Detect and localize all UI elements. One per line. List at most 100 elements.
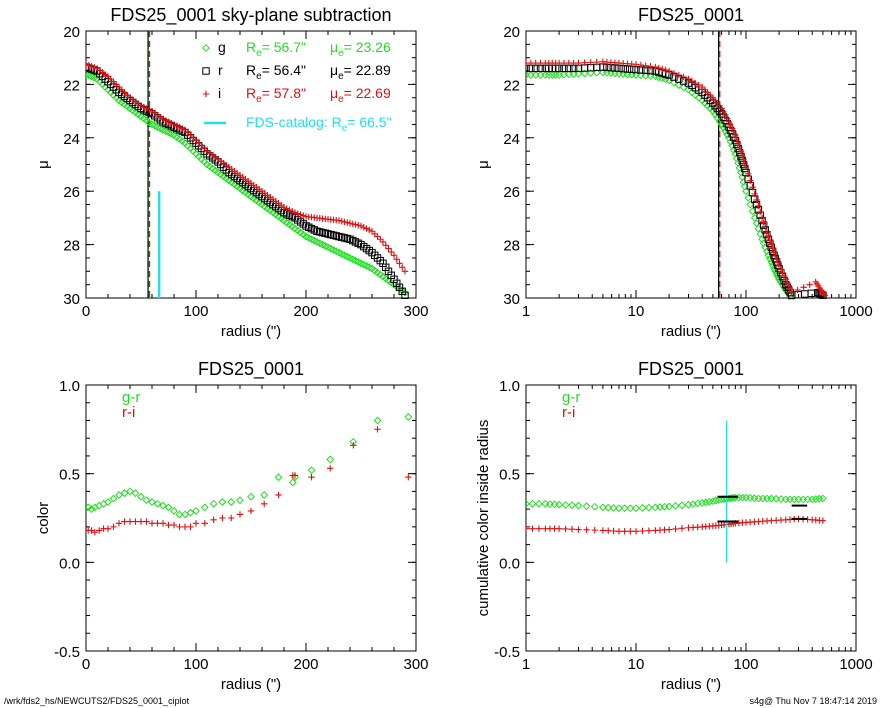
data-point <box>784 279 791 286</box>
legend-g-r: g-r <box>122 389 140 406</box>
plot-frame <box>85 384 417 652</box>
data-point <box>680 73 687 81</box>
data-point <box>286 206 293 214</box>
y-axis-label: color <box>35 502 52 535</box>
x-tick-label: 10 <box>628 656 645 673</box>
data-point <box>665 67 673 75</box>
data-point <box>401 288 409 297</box>
data-point <box>176 123 183 131</box>
data-point <box>739 151 746 159</box>
data-point <box>800 284 807 291</box>
data-point <box>126 487 134 496</box>
data-point <box>765 233 772 240</box>
data-point <box>741 159 748 167</box>
panel-4: FDS25_0001 -0.5 0.0 0.5 1.0 1 10 100 1000 radius … <box>475 359 873 693</box>
legend-r-i: r-i <box>122 404 135 421</box>
data-point <box>529 525 536 532</box>
x-tick-label: 0 <box>82 656 90 673</box>
y-tick-label: 26 <box>503 184 520 201</box>
legend-catalog-value: = 66.5" <box>347 114 391 130</box>
series-r-i <box>526 515 827 535</box>
data-point <box>799 495 807 504</box>
data-point <box>352 221 359 228</box>
data-point <box>727 121 734 129</box>
data-point <box>280 204 288 211</box>
data-point <box>288 478 297 487</box>
data-point <box>159 115 167 123</box>
data-point <box>228 514 235 522</box>
data-point <box>261 500 268 508</box>
data-point <box>583 526 590 534</box>
data-point <box>555 525 563 532</box>
data-point <box>137 102 145 109</box>
data-point <box>758 214 766 222</box>
data-point <box>698 499 707 507</box>
data-point <box>647 63 654 70</box>
legend-re-sub: e <box>256 94 262 105</box>
legend-mu: μe= 22.89 <box>330 62 391 82</box>
series-r <box>526 63 827 300</box>
data-point <box>170 521 178 529</box>
data-point <box>88 527 95 534</box>
y-tick-label: 24 <box>503 131 520 148</box>
data-point <box>574 69 583 78</box>
data-point <box>582 502 591 511</box>
data-point <box>382 242 389 249</box>
data-point <box>782 276 789 283</box>
data-point <box>580 69 589 78</box>
data-point <box>526 525 530 532</box>
y-tick-label: 20 <box>63 24 80 41</box>
data-point <box>526 64 530 73</box>
data-point <box>627 528 634 535</box>
data-point <box>794 286 801 294</box>
data-point <box>181 523 189 531</box>
data-point <box>404 413 413 421</box>
data-point <box>808 495 817 504</box>
data-point <box>773 256 780 263</box>
data-point <box>236 511 244 518</box>
data-point <box>740 155 747 163</box>
data-point <box>574 501 583 510</box>
data-point <box>209 499 218 508</box>
data-point <box>728 141 737 150</box>
y-tick-label: 24 <box>63 131 80 148</box>
data-point <box>355 222 362 229</box>
data-point <box>815 494 824 503</box>
data-point <box>609 504 618 512</box>
data-point <box>777 266 784 273</box>
data-point <box>769 245 776 252</box>
data-point <box>671 501 680 510</box>
panel-2: FDS25_0001 20 22 24 26 28 301 10 100 1000 radius (… <box>475 5 873 340</box>
data-point <box>737 147 745 155</box>
data-point <box>767 494 776 503</box>
x-tick-label: 1 <box>522 656 530 673</box>
data-point <box>632 61 640 68</box>
data-point <box>373 416 382 425</box>
data-point <box>401 291 409 300</box>
legend-mu-sub: e <box>338 48 344 59</box>
data-point <box>143 518 150 525</box>
data-point <box>678 525 686 532</box>
data-point <box>154 520 161 527</box>
data-point <box>401 268 409 275</box>
data-point <box>86 503 93 512</box>
data-point <box>187 523 194 531</box>
data-point <box>626 504 635 513</box>
legend-re: Re= 56.7" <box>246 39 306 59</box>
data-point <box>236 496 244 505</box>
data-point <box>730 128 737 135</box>
series-i <box>86 61 409 275</box>
data-point <box>283 205 290 212</box>
data-point <box>535 525 543 532</box>
y-tick-label: 22 <box>503 77 520 94</box>
data-point <box>192 506 200 515</box>
data-marks <box>526 31 828 300</box>
data-point <box>751 190 758 198</box>
x-tick-label: 1000 <box>839 656 872 673</box>
legend-re: Re= 56.4" <box>246 62 306 82</box>
y-tick-label: 1.0 <box>59 378 80 395</box>
data-point <box>593 58 600 66</box>
legend-re-sub: e <box>256 71 262 82</box>
data-point <box>711 110 719 119</box>
